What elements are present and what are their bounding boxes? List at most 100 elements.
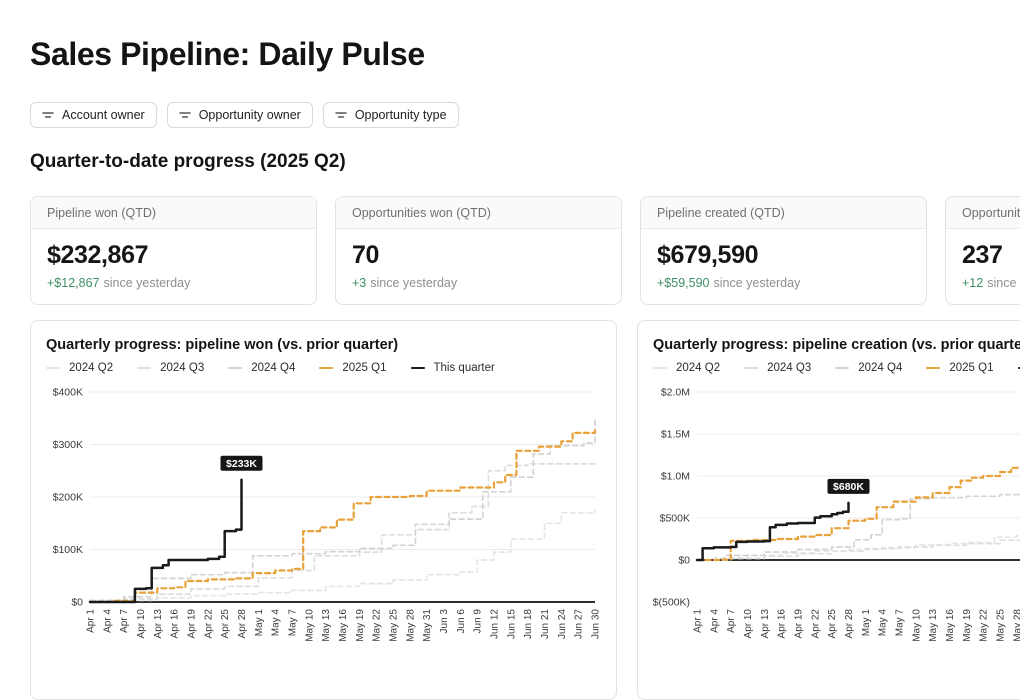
svg-text:Jun 18: Jun 18 — [523, 609, 534, 639]
legend-item: 2024 Q4 — [228, 362, 295, 374]
charts-row: Quarterly progress: pipeline won (vs. pr… — [30, 320, 1020, 700]
kpi-card-opportunities-won: Opportunities won (QTD) 70 +3 since yeste… — [335, 196, 622, 305]
filter-account-owner[interactable]: Account owner — [30, 102, 157, 128]
filter-bar: Account owner Opportunity owner Opportun… — [30, 102, 459, 128]
filter-icon — [335, 110, 347, 120]
svg-text:Jun 6: Jun 6 — [456, 609, 467, 634]
svg-text:Apr 28: Apr 28 — [237, 609, 248, 639]
svg-text:$1.5M: $1.5M — [661, 429, 690, 441]
legend-item: 2024 Q2 — [653, 362, 720, 374]
filter-icon — [42, 110, 54, 120]
page-title: Sales Pipeline: Daily Pulse — [30, 36, 425, 73]
svg-text:May 1: May 1 — [861, 609, 872, 637]
svg-text:Apr 16: Apr 16 — [777, 609, 788, 639]
filter-opportunity-type[interactable]: Opportunity type — [323, 102, 459, 128]
kpi-delta-suffix: since yesterday — [370, 276, 457, 290]
svg-text:$500K: $500K — [660, 513, 690, 525]
svg-text:Jun 24: Jun 24 — [557, 609, 568, 639]
svg-text:May 7: May 7 — [288, 609, 299, 637]
kpi-value: $679,590 — [657, 241, 910, 270]
kpi-delta: +$59,590 since yesterday — [657, 276, 910, 290]
kpi-label: Opportunities created (QTD) — [946, 197, 1020, 229]
svg-text:Apr 19: Apr 19 — [794, 609, 805, 639]
svg-text:$0: $0 — [678, 555, 690, 567]
svg-text:May 10: May 10 — [911, 609, 922, 642]
svg-text:Apr 22: Apr 22 — [203, 609, 214, 639]
svg-text:$100K: $100K — [53, 544, 83, 556]
chart-title: Quarterly progress: pipeline creation (v… — [653, 337, 1020, 353]
filter-icon — [179, 110, 191, 120]
svg-text:Apr 4: Apr 4 — [102, 609, 113, 633]
svg-text:May 22: May 22 — [979, 609, 990, 642]
svg-text:May 13: May 13 — [928, 609, 939, 642]
svg-text:$680K: $680K — [833, 481, 864, 493]
svg-text:May 28: May 28 — [405, 609, 416, 642]
svg-text:Jun 21: Jun 21 — [540, 609, 551, 639]
legend-swatch — [411, 367, 425, 370]
svg-text:Jun 15: Jun 15 — [506, 609, 517, 639]
filter-opportunity-owner[interactable]: Opportunity owner — [167, 102, 313, 128]
svg-text:May 19: May 19 — [962, 609, 973, 642]
svg-text:May 7: May 7 — [895, 609, 906, 637]
svg-text:May 31: May 31 — [422, 609, 433, 642]
kpi-row: Pipeline won (QTD) $232,867 +$12,867 sinc… — [30, 196, 1020, 305]
svg-text:Apr 1: Apr 1 — [693, 609, 704, 633]
kpi-delta-suffix: since yesterday — [713, 276, 800, 290]
svg-text:May 28: May 28 — [1012, 609, 1020, 642]
legend-item: 2024 Q2 — [46, 362, 113, 374]
svg-text:May 13: May 13 — [321, 609, 332, 642]
kpi-value: $232,867 — [47, 241, 300, 270]
svg-text:Apr 4: Apr 4 — [709, 609, 720, 633]
svg-text:Apr 10: Apr 10 — [743, 609, 754, 639]
svg-text:$0: $0 — [71, 597, 83, 609]
svg-text:Apr 28: Apr 28 — [844, 609, 855, 639]
kpi-label: Opportunities won (QTD) — [336, 197, 621, 229]
svg-text:Jun 3: Jun 3 — [439, 609, 450, 634]
kpi-card-pipeline-won: Pipeline won (QTD) $232,867 +$12,867 sinc… — [30, 196, 317, 305]
svg-text:Apr 13: Apr 13 — [760, 609, 771, 639]
kpi-label: Pipeline won (QTD) — [31, 197, 316, 229]
kpi-card-opportunities-created: Opportunities created (QTD) 237 +12since… — [945, 196, 1020, 305]
svg-text:Apr 19: Apr 19 — [187, 609, 198, 639]
kpi-delta-value: +3 — [352, 276, 366, 290]
kpi-delta: +$12,867 since yesterday — [47, 276, 300, 290]
svg-text:May 25: May 25 — [389, 609, 400, 642]
svg-text:Apr 7: Apr 7 — [119, 609, 130, 633]
svg-text:Jun 12: Jun 12 — [490, 609, 501, 639]
svg-text:May 4: May 4 — [271, 609, 282, 637]
svg-text:Apr 25: Apr 25 — [220, 609, 231, 639]
kpi-value: 70 — [352, 241, 605, 270]
section-heading: Quarter-to-date progress (2025 Q2) — [30, 151, 346, 173]
filter-label: Opportunity owner — [199, 108, 301, 122]
svg-text:Jun 9: Jun 9 — [473, 609, 484, 634]
legend-swatch — [319, 367, 333, 369]
svg-text:$200K: $200K — [53, 492, 83, 504]
kpi-delta-value: +$12,867 — [47, 276, 99, 290]
svg-text:Apr 1: Apr 1 — [86, 609, 97, 633]
svg-text:Jun 27: Jun 27 — [574, 609, 585, 639]
legend-swatch — [46, 367, 60, 369]
legend-swatch — [835, 367, 849, 369]
svg-text:Apr 10: Apr 10 — [136, 609, 147, 639]
legend-swatch — [653, 367, 667, 369]
svg-text:May 16: May 16 — [338, 609, 349, 642]
svg-text:May 1: May 1 — [254, 609, 265, 637]
svg-text:Apr 16: Apr 16 — [170, 609, 181, 639]
legend-item: 2024 Q3 — [137, 362, 204, 374]
legend-item: 2025 Q1 — [319, 362, 386, 374]
svg-text:May 10: May 10 — [304, 609, 315, 642]
kpi-delta: +3 since yesterday — [352, 276, 605, 290]
legend-swatch — [926, 367, 940, 369]
kpi-delta-suffix: since yesterday — [103, 276, 190, 290]
svg-text:Apr 22: Apr 22 — [810, 609, 821, 639]
svg-text:$(500K): $(500K) — [653, 597, 690, 609]
kpi-delta-value: +$59,590 — [657, 276, 709, 290]
chart-card-pipeline-creation: Quarterly progress: pipeline creation (v… — [637, 320, 1020, 700]
svg-text:May 22: May 22 — [372, 609, 383, 642]
kpi-label: Pipeline created (QTD) — [641, 197, 926, 229]
legend-item: 2025 Q1 — [926, 362, 993, 374]
legend-swatch — [228, 367, 242, 369]
svg-text:$1.0M: $1.0M — [661, 471, 690, 483]
